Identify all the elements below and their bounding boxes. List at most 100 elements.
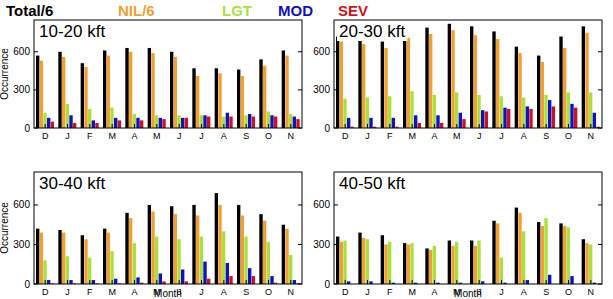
- x-tick: [89, 124, 90, 128]
- x-tick: [179, 124, 180, 128]
- bar: [252, 117, 255, 128]
- y-tick: [34, 284, 38, 285]
- y-tick-label: 600: [13, 46, 30, 57]
- bar: [503, 108, 506, 128]
- y-tick: [298, 204, 302, 205]
- x-tick-label: J: [199, 131, 204, 141]
- bar: [559, 37, 562, 128]
- bar: [58, 230, 61, 284]
- x-tick: [389, 280, 390, 284]
- x-tick-label: S: [543, 131, 549, 141]
- bar: [222, 231, 225, 284]
- bar: [69, 280, 72, 284]
- bar: [125, 213, 128, 284]
- bar: [267, 242, 270, 284]
- bar: [62, 233, 65, 284]
- bar: [110, 251, 113, 284]
- bar: [66, 256, 69, 284]
- x-tick: [290, 280, 291, 284]
- x-tick-label: S: [543, 287, 549, 297]
- bar: [114, 118, 117, 128]
- bar: [274, 117, 277, 128]
- bar: [515, 208, 518, 284]
- x-tick-label: A: [131, 287, 137, 297]
- x-tick: [546, 280, 547, 284]
- bar: [518, 213, 521, 284]
- x-tick: [501, 280, 502, 284]
- bar: [336, 37, 339, 128]
- bar: [455, 92, 458, 128]
- bar: [218, 73, 221, 128]
- legend-entry: Total/6: [6, 2, 53, 19]
- bar: [451, 246, 454, 284]
- x-tick-label: M: [108, 131, 116, 141]
- bar: [133, 243, 136, 284]
- y-tick: [334, 51, 338, 52]
- y-tick: [598, 51, 602, 52]
- bar: [414, 115, 417, 128]
- bar: [567, 92, 570, 128]
- bar: [51, 122, 54, 128]
- bar: [118, 120, 121, 128]
- y-tick: [34, 244, 38, 245]
- bar: [237, 205, 240, 284]
- x-tick: [456, 280, 457, 284]
- bar: [440, 123, 443, 128]
- bar: [425, 248, 428, 284]
- bar: [151, 212, 154, 284]
- x-tick-label: M: [408, 131, 416, 141]
- bar: [151, 53, 154, 128]
- x-tick: [67, 280, 68, 284]
- bar: [541, 226, 544, 284]
- bar: [548, 100, 551, 128]
- bar: [125, 48, 128, 128]
- x-tick-label: M: [108, 287, 116, 297]
- bar: [388, 242, 391, 284]
- bar: [459, 113, 462, 128]
- x-tick: [367, 280, 368, 284]
- bar: [582, 239, 585, 284]
- bar: [407, 38, 410, 128]
- x-tick-label: S: [243, 131, 249, 141]
- bar: [369, 118, 372, 128]
- bar: [170, 206, 173, 284]
- bar: [237, 70, 240, 128]
- bar: [552, 106, 555, 128]
- bar: [418, 123, 421, 128]
- bar: [285, 56, 288, 128]
- legend-entry: MOD: [278, 2, 313, 19]
- bar: [177, 239, 180, 284]
- x-tick-label: O: [565, 287, 572, 297]
- x-tick-label: J: [199, 287, 204, 297]
- bar: [563, 226, 566, 284]
- bar: [200, 237, 203, 284]
- bar: [47, 280, 50, 284]
- bar: [229, 117, 232, 128]
- bar: [574, 108, 577, 128]
- bar: [544, 95, 547, 128]
- bar: [103, 50, 106, 128]
- y-tick: [598, 128, 602, 129]
- bar: [244, 237, 247, 284]
- bar: [148, 48, 151, 128]
- bar: [451, 30, 454, 128]
- bar: [529, 109, 532, 128]
- bar: [343, 241, 346, 284]
- bar: [136, 118, 139, 128]
- x-tick: [412, 280, 413, 284]
- y-tick: [298, 128, 302, 129]
- bar: [148, 205, 151, 284]
- bar: [392, 118, 395, 128]
- bar: [410, 243, 413, 284]
- bar: [267, 111, 270, 128]
- y-tick: [334, 244, 338, 245]
- y-tick-label: 600: [313, 46, 330, 57]
- bar: [559, 223, 562, 284]
- bar: [429, 34, 432, 128]
- y-tick: [598, 284, 602, 285]
- bar: [462, 119, 465, 128]
- x-tick: [501, 124, 502, 128]
- y-axis-label: Occurrence: [0, 202, 10, 254]
- y-tick-label: 0: [324, 123, 330, 134]
- bar: [500, 258, 503, 284]
